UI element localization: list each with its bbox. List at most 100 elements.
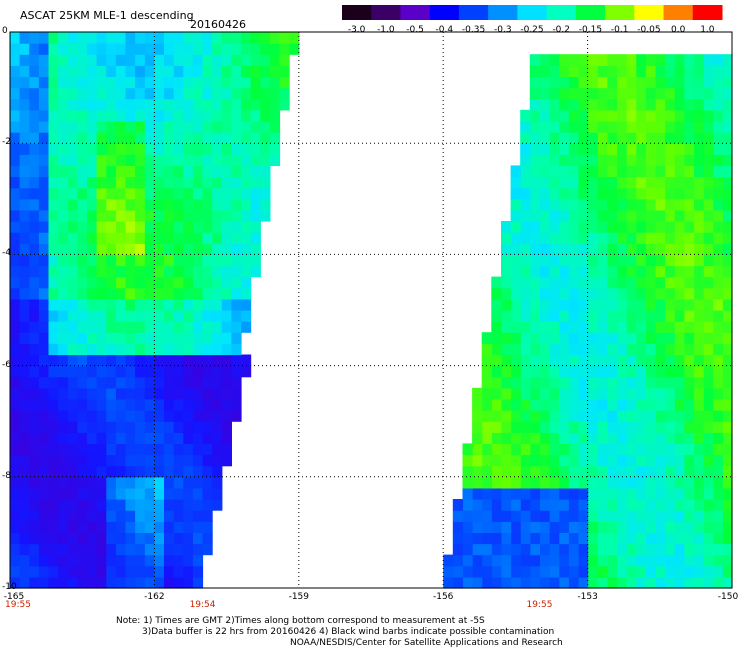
heatmap-cell [135, 254, 146, 267]
heatmap-cell [520, 132, 531, 144]
heatmap-cell [703, 243, 714, 255]
heatmap-cell [558, 565, 569, 578]
heatmap-cell [683, 276, 695, 289]
heatmap-cell [48, 132, 59, 144]
heatmap-cell [606, 499, 618, 511]
heatmap-cell [703, 565, 714, 578]
heatmap-cell [241, 276, 252, 289]
heatmap-cell [587, 432, 598, 444]
heatmap-cell [655, 143, 666, 155]
heatmap-cell [38, 476, 50, 489]
time-label: 19:55 [526, 600, 553, 610]
heatmap-cell [260, 76, 271, 89]
heatmap-cell [443, 576, 454, 589]
heatmap-cell [154, 265, 165, 278]
heatmap-cell [87, 176, 98, 189]
heatmap-cell [202, 399, 213, 411]
heatmap-cell [192, 543, 204, 556]
heatmap-cell [29, 209, 40, 222]
heatmap-cell [664, 443, 675, 456]
heatmap-cell [77, 176, 88, 189]
heatmap-cell [144, 310, 155, 322]
heatmap-cell [192, 576, 204, 589]
heatmap-cell [529, 410, 540, 422]
heatmap-cell [616, 98, 627, 111]
heatmap-cell [154, 287, 165, 300]
heatmap-cell [626, 65, 637, 78]
heatmap-cell [77, 254, 88, 267]
heatmap-cell [597, 198, 608, 211]
heatmap-cell [722, 465, 733, 478]
heatmap-cell [664, 187, 675, 200]
heatmap-cell [67, 265, 78, 278]
y-tick-label: -10 [2, 582, 17, 592]
heatmap-cell [96, 554, 107, 567]
heatmap-cell [693, 165, 704, 178]
heatmap-cell [125, 365, 136, 378]
heatmap-cell [597, 243, 608, 255]
heatmap-cell [87, 343, 98, 356]
heatmap-cell [568, 121, 579, 133]
heatmap-cell [135, 487, 146, 500]
colorbar-label: -0.3 [493, 25, 512, 35]
heatmap-cell [202, 232, 213, 244]
heatmap-cell [260, 198, 271, 211]
heatmap-cell [539, 543, 550, 556]
heatmap-cell [48, 154, 59, 166]
heatmap-cell [87, 499, 98, 511]
heatmap-cell [19, 310, 30, 322]
heatmap-cell [635, 532, 646, 545]
heatmap-cell [202, 543, 213, 556]
heatmap-cell [48, 354, 59, 367]
heatmap-cell [693, 410, 704, 422]
heatmap-cell [606, 421, 618, 433]
heatmap-cell [231, 76, 242, 89]
heatmap-cell [597, 187, 608, 200]
heatmap-cell [67, 87, 78, 100]
heatmap-cell [712, 443, 723, 456]
heatmap-cell [173, 332, 184, 344]
heatmap-cell [241, 209, 252, 222]
heatmap-cell [626, 365, 637, 378]
heatmap-cell [29, 276, 40, 289]
heatmap-cell [58, 343, 69, 356]
heatmap-cell [221, 176, 232, 189]
heatmap-cell [510, 254, 521, 267]
heatmap-cell [452, 565, 463, 578]
heatmap-cell [491, 487, 502, 500]
heatmap-cell [67, 510, 78, 522]
heatmap-cell [115, 32, 127, 44]
heatmap-cell [703, 443, 714, 456]
heatmap-cell [106, 521, 117, 533]
heatmap-cell [260, 165, 271, 178]
heatmap-cell [655, 376, 666, 389]
heatmap-cell [87, 209, 98, 222]
heatmap-cell [173, 209, 184, 222]
heatmap-cell [67, 132, 78, 144]
heatmap-cell [192, 310, 204, 322]
heatmap-cell [279, 32, 290, 44]
heatmap-cell [29, 510, 40, 522]
heatmap-cell [192, 332, 204, 344]
heatmap-cell [664, 487, 675, 500]
colorbar-segment [692, 5, 723, 20]
heatmap-cell [510, 543, 521, 556]
heatmap-cell [549, 554, 560, 567]
heatmap-cell [683, 487, 695, 500]
heatmap-cell [491, 532, 502, 545]
heatmap-cell [38, 232, 50, 244]
heatmap-cell [501, 354, 512, 367]
heatmap-cell [38, 365, 50, 378]
heatmap-cell [558, 454, 569, 467]
heatmap-cell [212, 499, 223, 511]
heatmap-cell [587, 121, 598, 133]
heatmap-cell [144, 354, 155, 367]
heatmap-cell [693, 554, 704, 567]
heatmap-cell [29, 87, 40, 100]
heatmap-cell [19, 165, 30, 178]
heatmap-cell [250, 65, 261, 78]
heatmap-cell [221, 287, 232, 300]
heatmap-cell [19, 332, 30, 344]
heatmap-cell [549, 365, 560, 378]
heatmap-cell [269, 76, 281, 89]
